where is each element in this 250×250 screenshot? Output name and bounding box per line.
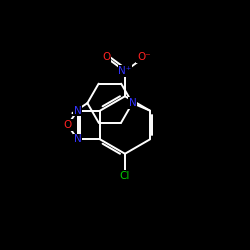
Text: O: O (64, 120, 72, 130)
Text: N: N (74, 134, 82, 144)
Text: N: N (74, 106, 82, 116)
Text: N: N (128, 98, 136, 108)
Text: O: O (102, 52, 110, 62)
Text: N⁺: N⁺ (118, 66, 132, 76)
Text: O⁻: O⁻ (137, 52, 150, 62)
Text: Cl: Cl (120, 171, 130, 181)
